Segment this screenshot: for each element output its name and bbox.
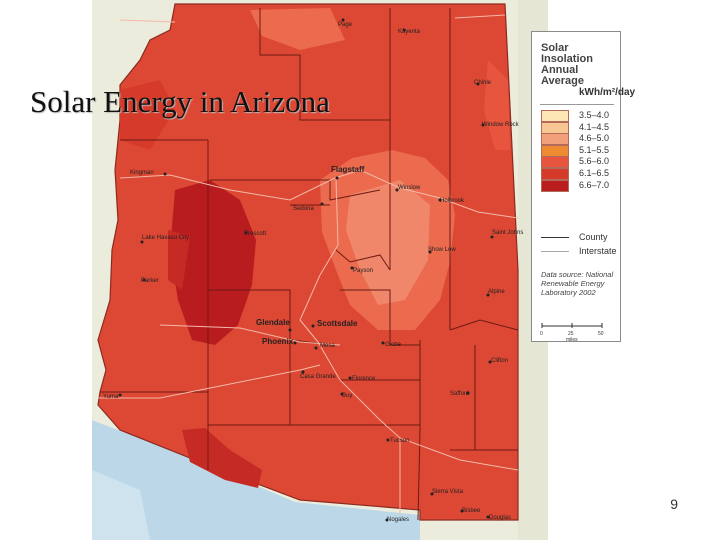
city-label: Glendale bbox=[256, 318, 290, 327]
legend-swatch bbox=[541, 121, 569, 134]
city-markers bbox=[118, 18, 494, 522]
legend-range-label: 4.6–5.0 bbox=[579, 133, 610, 144]
zone-havasu bbox=[168, 230, 190, 290]
page-number: 9 bbox=[670, 496, 678, 512]
city-label: Douglas bbox=[489, 515, 511, 521]
slide-title: Solar Energy in Arizona bbox=[30, 84, 330, 119]
zone-mogollon-rim bbox=[346, 180, 430, 305]
legend-swatch bbox=[541, 179, 569, 192]
baja-water bbox=[92, 470, 150, 540]
city-label: Window Rock bbox=[482, 122, 520, 128]
city-label: Yuma bbox=[103, 394, 119, 400]
city-label: Kayenta bbox=[398, 29, 421, 35]
city-label: Sierra Vista bbox=[432, 489, 464, 495]
arizona-state bbox=[97, 3, 519, 521]
city-label: Nogales bbox=[387, 517, 409, 523]
city-label: Scottsdale bbox=[317, 319, 358, 328]
legend-range-label: 5.6–6.0 bbox=[579, 156, 610, 167]
city-label: Payson bbox=[353, 268, 373, 274]
legend-swatch bbox=[541, 156, 569, 169]
city-label: Alpine bbox=[488, 289, 505, 295]
gulf-water bbox=[92, 420, 420, 540]
city-labels: Page Kayenta Chinle Window Rock Kingman … bbox=[103, 22, 523, 523]
zone-north-page bbox=[250, 8, 345, 50]
county-line-sample bbox=[541, 237, 569, 238]
city-label: Lake Havasu City bbox=[142, 235, 189, 241]
legend-range-label: 4.1–4.5 bbox=[579, 121, 610, 132]
legend-county-label: County bbox=[579, 232, 608, 242]
zone-northeast bbox=[484, 60, 510, 150]
city-label: Florence bbox=[352, 376, 376, 382]
legend-title-line1: Solar Insolation bbox=[541, 42, 593, 65]
city-label: Tucson bbox=[390, 438, 409, 444]
city-label: Buy bbox=[342, 393, 352, 399]
legend-divider bbox=[540, 104, 614, 105]
city-label: Safford bbox=[450, 391, 469, 397]
scale-tick: 25 bbox=[568, 331, 574, 337]
city-label: Prescott bbox=[244, 231, 266, 237]
zone-northwest bbox=[120, 80, 175, 150]
legend-swatch bbox=[541, 133, 569, 146]
city-label: Casa Grande bbox=[300, 374, 336, 380]
interstate-line-sample bbox=[541, 251, 569, 252]
legend-swatch bbox=[541, 110, 569, 122]
legend-range-label: 3.5–4.0 bbox=[579, 110, 610, 120]
legend-swatch bbox=[541, 168, 569, 180]
city-label: Kingman bbox=[130, 170, 154, 176]
scale-tick: 0 bbox=[540, 331, 543, 337]
legend-title-line2: Annual Average bbox=[541, 64, 585, 87]
legend-title: Solar Insolation Annual Average bbox=[541, 43, 620, 87]
legend-range-label: 5.1–5.5 bbox=[579, 144, 610, 155]
city-label: Parker bbox=[141, 278, 159, 284]
city-label: Chinle bbox=[474, 80, 492, 86]
city-label: Sedona bbox=[293, 206, 314, 212]
legend-range-label: 6.1–6.5 bbox=[579, 168, 610, 178]
city-label: Phoenix bbox=[262, 337, 294, 346]
scale-unit: miles bbox=[566, 337, 578, 342]
city-label: Bisbee bbox=[462, 508, 481, 514]
city-label: Saint Johns bbox=[492, 230, 523, 236]
city-label: Page bbox=[338, 22, 353, 28]
city-label: Winslow bbox=[398, 185, 421, 191]
city-label: Flagstaff bbox=[331, 165, 365, 174]
city-label: Clifton bbox=[491, 358, 508, 364]
legend-swatch bbox=[541, 144, 569, 157]
legend-source: Data source: National Renewable Energy L… bbox=[541, 270, 614, 297]
legend-range-label: 6.6–7.0 bbox=[579, 179, 610, 190]
interstate-highways bbox=[98, 14, 519, 515]
city-label: Holbrook bbox=[440, 198, 465, 204]
scale-tick: 50 bbox=[598, 331, 604, 337]
zone-southwest-max bbox=[182, 428, 262, 488]
city-label: Globe bbox=[385, 342, 402, 348]
legend-interstate-label: Interstate bbox=[579, 246, 617, 256]
legend-unit: kWh/m²/day bbox=[579, 87, 636, 98]
map-legend: Solar Insolation Annual Average kWh/m²/d… bbox=[531, 31, 635, 342]
city-label: Show Low bbox=[428, 247, 456, 253]
scale-bar: 0 25 50 miles bbox=[540, 323, 604, 342]
zone-western-max bbox=[170, 180, 256, 345]
city-label: Mesa bbox=[320, 343, 335, 349]
